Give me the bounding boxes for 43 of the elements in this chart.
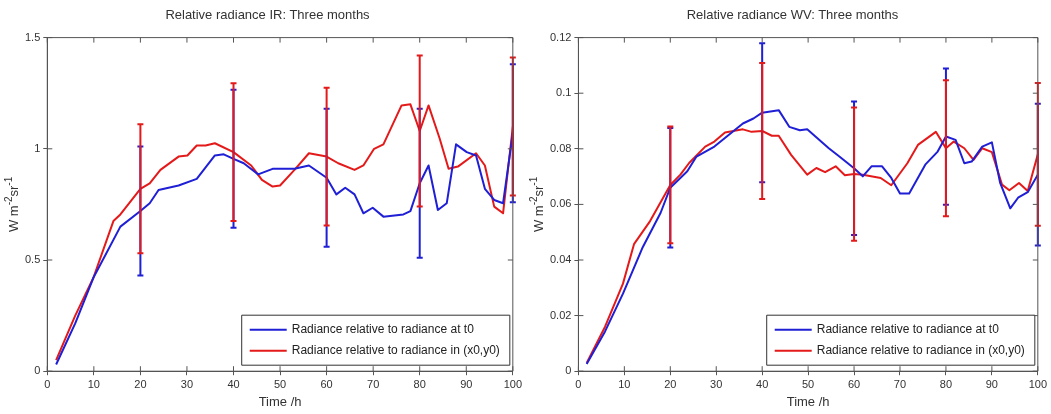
- x-tick-label: 90: [460, 377, 473, 390]
- legend-label: Radiance relative to radiance in (x0,y0): [816, 343, 1025, 358]
- y-tick-label: 0: [565, 364, 572, 377]
- x-tick-label: 100: [1028, 377, 1047, 390]
- y-tick-label: 1.5: [24, 30, 41, 43]
- chart-title: Relative radiance WV: Three months: [686, 7, 899, 23]
- x-axis-title: Time /h: [258, 393, 302, 409]
- chart-title: Relative radiance IR: Three months: [165, 7, 371, 23]
- x-tick-label: 90: [985, 377, 999, 390]
- y-tick-label: 0.02: [549, 308, 572, 321]
- y-axis-title: W m-2sr-1: [2, 176, 21, 233]
- y-tick-label: 0.1: [556, 86, 572, 99]
- x-tick-label: 80: [939, 377, 953, 390]
- x-tick-label: 30: [710, 377, 723, 390]
- y-tick-label: 0.5: [24, 253, 41, 266]
- x-axis-title: Time /h: [786, 393, 830, 409]
- x-tick-label: 10: [618, 377, 631, 390]
- x-tick-label: 50: [273, 377, 287, 390]
- legend-label: Radiance relative to radiance in (x0,y0): [291, 343, 500, 358]
- x-tick-label: 0: [44, 377, 51, 390]
- x-tick-label: 20: [134, 377, 147, 390]
- y-tick-label: 0.12: [549, 30, 572, 43]
- x-tick-label: 30: [180, 377, 194, 390]
- x-tick-label: 80: [413, 377, 426, 390]
- x-tick-label: 40: [756, 377, 769, 390]
- y-tick-label: 0.06: [549, 197, 572, 210]
- x-tick-label: 0: [575, 377, 582, 390]
- x-tick-label: 70: [893, 377, 907, 390]
- x-tick-label: 100: [503, 377, 522, 390]
- x-tick-label: 70: [367, 377, 380, 390]
- legend-label: Radiance relative to radiance at t0: [816, 322, 1000, 337]
- x-tick-label: 60: [320, 377, 333, 390]
- x-tick-label: 40: [227, 377, 240, 390]
- legend-label: Radiance relative to radiance at t0: [291, 322, 475, 337]
- x-tick-label: 20: [664, 377, 677, 390]
- x-tick-label: 50: [801, 377, 815, 390]
- x-tick-label: 60: [847, 377, 861, 390]
- x-tick-label: 10: [87, 377, 100, 390]
- y-tick-label: 1: [34, 141, 41, 154]
- y-tick-label: 0.04: [549, 253, 572, 266]
- y-tick-label: 0: [34, 364, 41, 377]
- y-axis-title: W m-2sr-1: [527, 176, 546, 233]
- y-tick-label: 0.08: [549, 141, 572, 154]
